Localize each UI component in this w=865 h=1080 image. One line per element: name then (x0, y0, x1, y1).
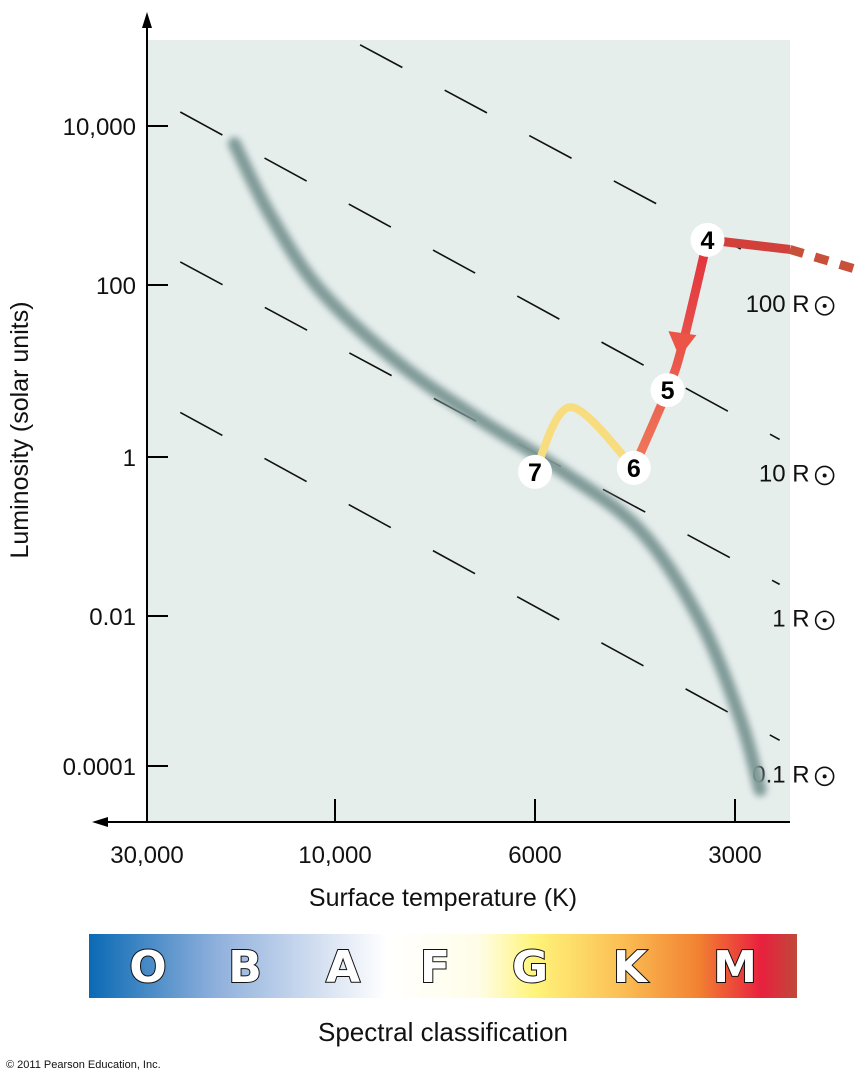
sun-symbol-icon (814, 465, 835, 486)
x-axis-label: Surface temperature (K) (309, 884, 577, 912)
sun-symbol-dot (822, 303, 827, 308)
y-tick-label: 100 (96, 273, 136, 300)
stage-label: 6 (627, 455, 641, 483)
stage-label: 4 (701, 227, 715, 255)
track-segment-6-4 (629, 235, 712, 473)
x-axis-arrow-icon (92, 817, 108, 827)
y-axis-arrow-icon (142, 12, 152, 28)
x-tick-label: 3000 (708, 842, 761, 869)
y-tick-label: 0.01 (89, 604, 136, 631)
sun-symbol-icon (814, 766, 835, 787)
radius-label: 100 R (746, 291, 810, 318)
spectral-class-M: M (713, 942, 757, 993)
radius-line (179, 111, 781, 441)
stage-marker (616, 450, 651, 485)
y-tick-label: 10,000 (63, 114, 136, 141)
sun-symbol-icon (814, 296, 835, 316)
spectral-class-K: K (613, 942, 649, 993)
stage-marker (650, 373, 685, 408)
x-tick-label: 6000 (508, 842, 561, 869)
radius-line (179, 261, 781, 586)
track-dotted-extension (788, 245, 860, 275)
copyright: © 2011 Pearson Education, Inc. (6, 1059, 161, 1071)
evolution-track: 4 5 6 7 (518, 222, 860, 489)
sun-symbol-dot (822, 618, 827, 623)
y-axis-label: Luminosity (solar units) (6, 301, 34, 558)
y-tick-label: 0.0001 (63, 754, 136, 781)
spectral-class-G: G (512, 942, 548, 993)
spectral-class-A: A (326, 942, 360, 993)
spectral-class-B: B (228, 942, 262, 993)
radius-line (179, 411, 781, 742)
stage-marker (518, 454, 552, 489)
radius-label: 1 R (772, 605, 809, 632)
stage-label: 5 (661, 377, 675, 405)
sun-symbol-dot (822, 774, 827, 779)
spectral-bar (89, 934, 797, 998)
spectral-class-F: F (420, 942, 450, 993)
spectral-class-O: O (129, 942, 166, 993)
x-tick-label: 10,000 (298, 842, 371, 869)
y-tick-label: 1 (123, 445, 136, 472)
stage-marker (690, 222, 725, 257)
radius-label: 10 R (759, 460, 810, 487)
axis-ticks: 30,000 10,000 6000 3000 10,000 100 1 0.01 0.0001 (63, 114, 762, 869)
spectral-label: Spectral classification (318, 1017, 568, 1047)
main-sequence-band (227, 137, 767, 797)
x-tick-label: 30,000 (110, 842, 183, 869)
stage-label: 7 (528, 459, 542, 487)
track-segment-7-6 (531, 403, 638, 476)
sun-symbol-icon (814, 610, 835, 631)
track-arrow-icon (668, 331, 697, 358)
radius-lines: 100 R10 R1 R0.1 R (179, 44, 835, 788)
sun-symbol-dot (822, 473, 827, 478)
